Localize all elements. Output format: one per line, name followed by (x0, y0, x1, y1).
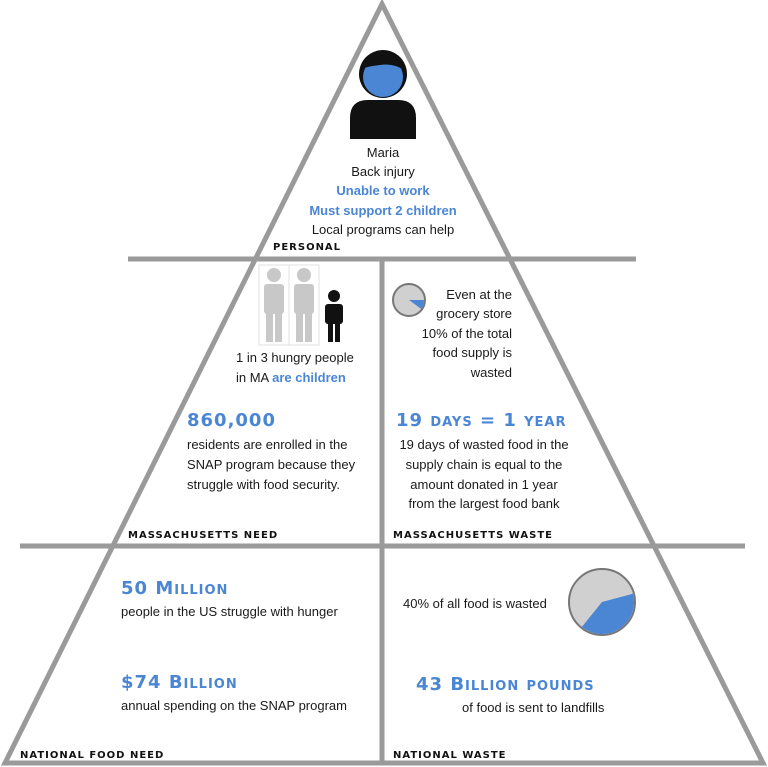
section-label-national-need: National Food Need (20, 750, 165, 761)
days-year-desc-3: amount donated in 1 year (410, 477, 558, 492)
family-icon (258, 264, 343, 346)
days-year-stat: 19 days = 1 year (396, 410, 567, 431)
hunger-stat-desc: people in the US struggle with hunger (121, 604, 338, 619)
pie-icon (392, 283, 426, 317)
landfill-desc: of food is sent to landfills (462, 700, 605, 715)
hunger-stat: 50 Million (121, 578, 229, 599)
snap-enrollment-desc-3: struggle with food security. (187, 477, 340, 492)
children-stat-line2: in MA are children (236, 368, 346, 388)
days-year-desc-2: supply chain is equal to the (405, 457, 563, 472)
days-year-desc-1: 19 days of wasted food in the (399, 437, 569, 452)
person-status: Unable to work (336, 183, 430, 198)
snap-spending-stat: $74 Billion (121, 672, 238, 693)
person-responsibility: Must support 2 children (309, 203, 457, 218)
section-label-personal: Personal (273, 242, 342, 253)
children-stat-highlight: are children (272, 370, 346, 385)
person-help: Local programs can help (311, 222, 455, 237)
store-waste-line-1: Even at the (446, 287, 512, 302)
snap-spending-desc: annual spending on the SNAP program (121, 698, 347, 713)
store-waste-line-5: wasted (470, 365, 512, 380)
person-condition: Back injury (351, 164, 415, 179)
pie-icon (568, 568, 636, 636)
person-name: Maria (366, 145, 400, 160)
days-year-desc-4: from the largest food bank (408, 496, 560, 511)
store-waste-line-3: 10% of the total (421, 326, 512, 341)
landfill-stat: 43 Billion pounds (416, 674, 595, 695)
section-label-national-waste: National Waste (393, 750, 507, 761)
section-label-ma-waste: Massachusetts Waste (393, 530, 553, 541)
person-icon (350, 50, 416, 139)
section-label-ma-need: Massachusetts Need (128, 530, 279, 541)
food-waste-pie-text: 40% of all food is wasted (403, 596, 547, 611)
store-waste-line-4: food supply is (432, 345, 513, 360)
store-waste-line-2: grocery store (436, 306, 512, 321)
snap-enrollment-desc-1: residents are enrolled in the (187, 437, 348, 452)
children-stat-prefix: in MA (236, 370, 273, 385)
snap-enrollment-stat: 860,000 (187, 410, 276, 431)
snap-enrollment-desc-2: SNAP program because they (187, 457, 356, 472)
children-stat-line1: 1 in 3 hungry people (236, 350, 354, 365)
